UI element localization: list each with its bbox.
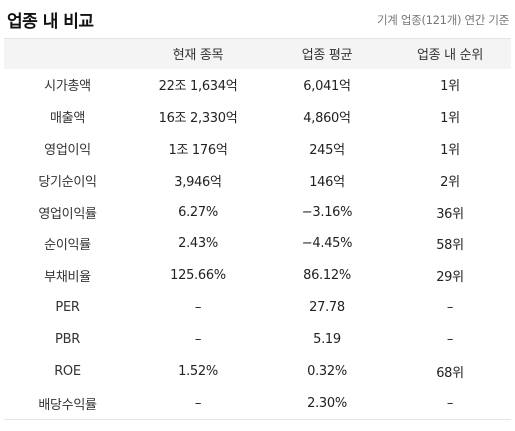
rank-value: 1위 [440, 142, 460, 158]
rank-value: 36위 [436, 206, 464, 222]
average-value-negative: −4.45% [301, 236, 353, 252]
rank-value: 1위 [440, 78, 460, 94]
table-row: 순이익률 2.43% −4.45% 58위 [4, 228, 511, 260]
panel-subtitle: 기계 업종(121개) 연간 기준 [376, 13, 509, 27]
rank-value: 68위 [436, 365, 464, 381]
table-row: 매출액 16조 2,330억 4,860억 1위 [4, 100, 511, 132]
table-row: PBR – 5.19 – [4, 324, 511, 356]
row-label: 영업이익 [44, 142, 91, 158]
current-value: – [194, 300, 202, 316]
table-row: PER – 27.78 – [4, 292, 511, 324]
current-value: 3,946억 [174, 174, 222, 190]
current-value: 1.52% [178, 363, 218, 379]
row-label: 시가총액 [44, 78, 91, 94]
table-row: ROE 1.52% 0.32% 68위 [4, 356, 511, 388]
rank-value: 2위 [440, 174, 460, 190]
row-label: 당기순이익 [38, 174, 97, 190]
row-label: 매출액 [50, 110, 85, 126]
current-value: 1조 176억 [168, 142, 228, 158]
row-label: 순이익률 [44, 238, 91, 254]
rank-value: – [389, 387, 511, 421]
table-row: 영업이익률 6.27% −3.16% 36위 [4, 196, 511, 228]
table-row: 당기순이익 3,946억 146억 2위 [4, 164, 511, 196]
comparison-table: 현재 종목 업종 평균 업종 내 순위 시가총액 22조 1,634억 6,04… [4, 38, 511, 421]
column-header-metric [4, 38, 131, 69]
average-value: 245억 [309, 142, 345, 158]
current-value: 6.27% [178, 204, 218, 220]
average-value: 2.30% [265, 387, 389, 421]
average-value: 5.19 [313, 332, 341, 348]
current-value: – [131, 387, 265, 421]
average-value: 146억 [309, 174, 345, 190]
average-value: 6,041억 [303, 78, 351, 94]
panel-title: 업종 내 비교 [7, 12, 94, 32]
average-value: 4,860억 [303, 110, 351, 126]
table-header-row: 현재 종목 업종 평균 업종 내 순위 [4, 38, 511, 69]
average-value: 86.12% [303, 268, 351, 284]
average-value: 0.32% [307, 363, 347, 379]
row-label: PBR [55, 332, 80, 348]
rank-value: – [446, 332, 454, 348]
column-header-current: 현재 종목 [131, 38, 265, 69]
rank-value: 29위 [436, 270, 464, 286]
row-label: PER [55, 300, 80, 316]
current-value: 16조 2,330억 [158, 110, 238, 126]
panel-header: 업종 내 비교 기계 업종(121개) 연간 기준 [0, 0, 515, 38]
row-label: 배당수익률 [4, 387, 131, 421]
row-label: 영업이익률 [38, 206, 97, 222]
table-row: 부채비율 125.66% 86.12% 29위 [4, 260, 511, 292]
row-label: ROE [54, 363, 81, 379]
column-header-average: 업종 평균 [265, 38, 389, 69]
rank-value: 58위 [436, 238, 464, 254]
rank-value: 1위 [440, 110, 460, 126]
rank-value: – [446, 300, 454, 316]
current-value: 22조 1,634억 [158, 78, 238, 94]
column-header-rank: 업종 내 순위 [389, 38, 511, 69]
average-value-negative: −3.16% [301, 204, 353, 220]
table-row: 시가총액 22조 1,634억 6,041억 1위 [4, 69, 511, 101]
table-row: 영업이익 1조 176억 245억 1위 [4, 132, 511, 164]
row-label: 부채비율 [44, 270, 91, 286]
average-value: 27.78 [309, 300, 345, 316]
table-row: 배당수익률 – 2.30% – [4, 387, 511, 421]
current-value: 125.66% [170, 268, 226, 284]
current-value: 2.43% [178, 236, 218, 252]
current-value: – [194, 332, 202, 348]
